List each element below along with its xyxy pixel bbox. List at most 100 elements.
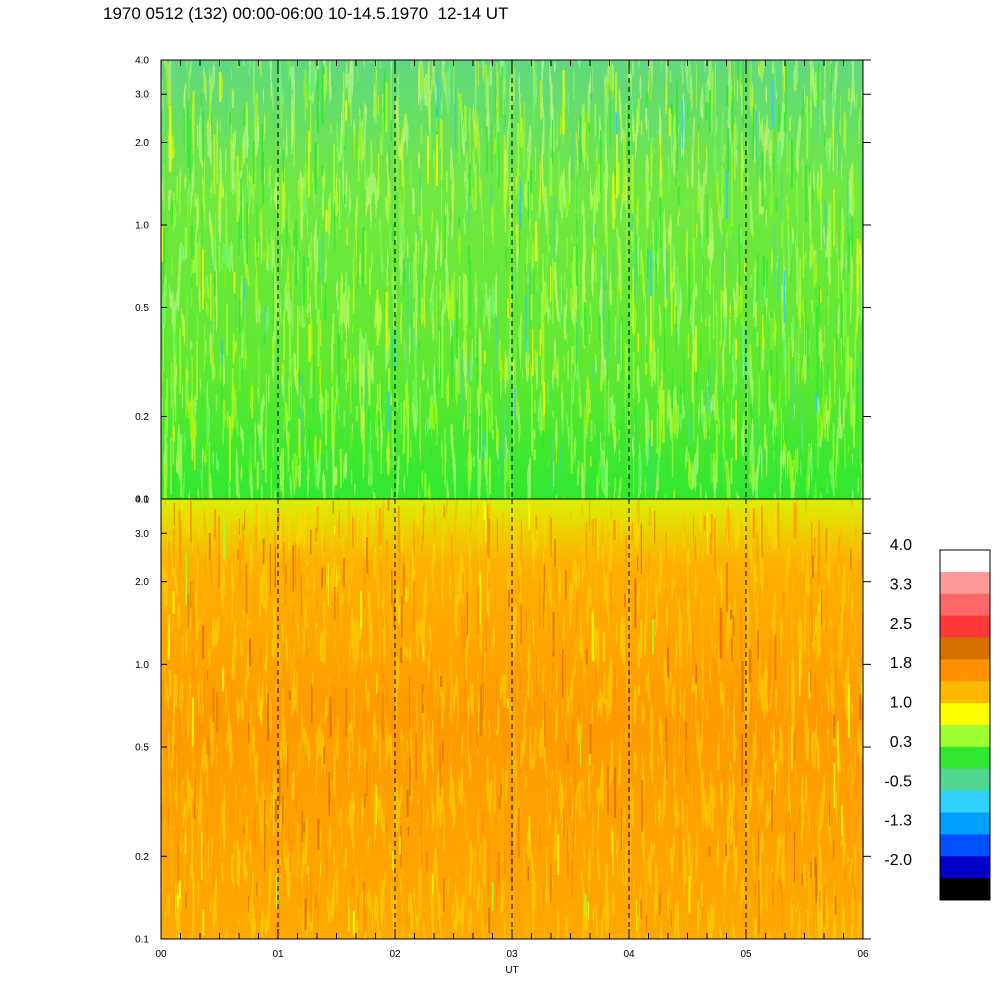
top-heatmap-streak xyxy=(724,271,726,312)
bottom-heatmap-streak xyxy=(572,818,574,852)
bottom-heatmap-streak xyxy=(336,717,339,759)
bottom-heatmap-streak xyxy=(531,678,533,709)
bottom-heatmap-streak xyxy=(203,669,205,707)
bottom-heatmap-streak xyxy=(495,861,498,909)
bottom-heatmap-streak xyxy=(393,853,396,904)
top-heatmap-streak xyxy=(839,200,841,262)
bottom-heatmap-streak xyxy=(389,601,392,641)
bottom-heatmap-streak xyxy=(638,685,640,696)
bottom-heatmap-streak xyxy=(532,644,535,682)
bottom-heatmap-streak xyxy=(763,749,766,801)
top-heatmap-streak xyxy=(813,440,815,498)
top-heatmap-streak xyxy=(819,72,821,139)
top-heatmap-streak xyxy=(552,461,555,487)
top-heatmap-streak xyxy=(833,425,835,456)
bottom-heatmap-streak xyxy=(647,770,649,822)
bottom-heatmap-streak xyxy=(562,649,564,698)
bottom-heatmap-streak xyxy=(811,607,814,644)
bottom-heatmap-streak xyxy=(581,813,583,842)
bottom-heatmap-streak xyxy=(207,736,210,758)
bottom-heatmap-streak xyxy=(607,532,610,562)
top-heatmap-streak xyxy=(410,160,412,191)
top-heatmap-streak xyxy=(822,441,825,468)
bottom-heatmap-streak xyxy=(255,503,258,540)
top-heatmap-streak xyxy=(542,254,544,282)
top-heatmap-streak xyxy=(606,230,608,281)
bottom-heatmap-streak xyxy=(306,874,309,902)
top-heatmap-streak xyxy=(410,283,412,336)
bottom-heatmap-streak xyxy=(343,715,345,753)
top-heatmap-streak xyxy=(368,267,371,295)
top-heatmap-streak xyxy=(801,108,803,138)
bottom-heatmap-streak xyxy=(402,553,404,569)
top-heatmap-streak xyxy=(576,313,579,351)
bottom-ytick-label: 0.1 xyxy=(135,935,149,946)
top-heatmap-streak xyxy=(646,344,648,377)
top-heatmap-streak xyxy=(291,354,292,420)
bottom-heatmap-streak xyxy=(194,766,196,805)
top-heatmap-streak xyxy=(539,161,541,213)
bottom-heatmap-streak xyxy=(733,546,735,565)
top-heatmap-streak xyxy=(790,225,792,283)
bottom-heatmap-streak xyxy=(310,530,312,554)
bottom-heatmap-streak xyxy=(500,619,502,667)
top-heatmap-streak xyxy=(385,82,388,132)
top-heatmap-streak xyxy=(447,298,450,319)
top-heatmap-streak xyxy=(841,401,843,425)
top-heatmap-streak xyxy=(688,414,691,446)
top-heatmap-streak xyxy=(830,242,831,272)
top-heatmap-streak xyxy=(498,130,500,189)
top-heatmap-streak xyxy=(541,431,544,453)
bottom-heatmap-streak xyxy=(442,741,444,762)
top-heatmap-streak xyxy=(180,434,183,497)
top-heatmap-streak xyxy=(185,88,186,152)
colorbar-swatch xyxy=(940,703,990,726)
bottom-heatmap-streak xyxy=(181,680,183,732)
bottom-heatmap-streak xyxy=(680,628,683,666)
top-heatmap-streak xyxy=(508,215,510,246)
top-heatmap-streak xyxy=(650,296,652,352)
bottom-heatmap-streak xyxy=(311,684,313,724)
top-heatmap-streak xyxy=(202,248,204,310)
top-heatmap-streak xyxy=(327,392,329,410)
top-heatmap-streak xyxy=(693,395,695,442)
chart-title: 1970 0512 (132) 00:00-06:00 10-14.5.1970… xyxy=(103,4,509,23)
top-heatmap-streak xyxy=(736,126,738,145)
bottom-heatmap-streak xyxy=(381,673,384,684)
top-heatmap-streak xyxy=(256,461,259,490)
top-heatmap-streak xyxy=(785,445,787,480)
top-heatmap-streak xyxy=(185,368,187,417)
top-heatmap-streak xyxy=(790,463,792,489)
top-heatmap-streak xyxy=(391,241,393,297)
bottom-heatmap-streak xyxy=(831,651,833,692)
bottom-heatmap-streak xyxy=(482,811,485,836)
top-heatmap-streak xyxy=(687,103,689,120)
bottom-heatmap-streak xyxy=(169,777,171,828)
top-heatmap-streak xyxy=(469,161,471,197)
top-heatmap-streak xyxy=(573,246,576,303)
bottom-heatmap-streak xyxy=(199,669,202,722)
bottom-heatmap-streak xyxy=(569,710,571,727)
bottom-heatmap-streak xyxy=(749,649,752,683)
bottom-heatmap-streak xyxy=(467,723,469,753)
top-heatmap-streak xyxy=(789,140,791,177)
bottom-heatmap-streak xyxy=(473,820,476,830)
bottom-heatmap-streak xyxy=(586,874,587,900)
bottom-heatmap-streak xyxy=(270,767,273,792)
top-heatmap-streak xyxy=(261,124,264,182)
top-heatmap-streak xyxy=(656,252,658,265)
top-heatmap-streak xyxy=(650,420,653,447)
bottom-heatmap-streak xyxy=(173,502,175,526)
top-heatmap-streak xyxy=(766,370,769,415)
top-heatmap-streak xyxy=(410,440,412,458)
bottom-heatmap-streak xyxy=(464,793,467,827)
bottom-heatmap-streak xyxy=(814,741,816,770)
bottom-heatmap-streak xyxy=(177,841,179,881)
bottom-heatmap-streak xyxy=(833,763,836,809)
top-heatmap-streak xyxy=(645,362,648,375)
top-heatmap-streak xyxy=(347,358,349,383)
top-heatmap-streak xyxy=(293,229,296,246)
bottom-heatmap-streak xyxy=(803,579,805,590)
top-ytick-label: 3.0 xyxy=(135,90,149,101)
bottom-heatmap-streak xyxy=(289,838,292,873)
